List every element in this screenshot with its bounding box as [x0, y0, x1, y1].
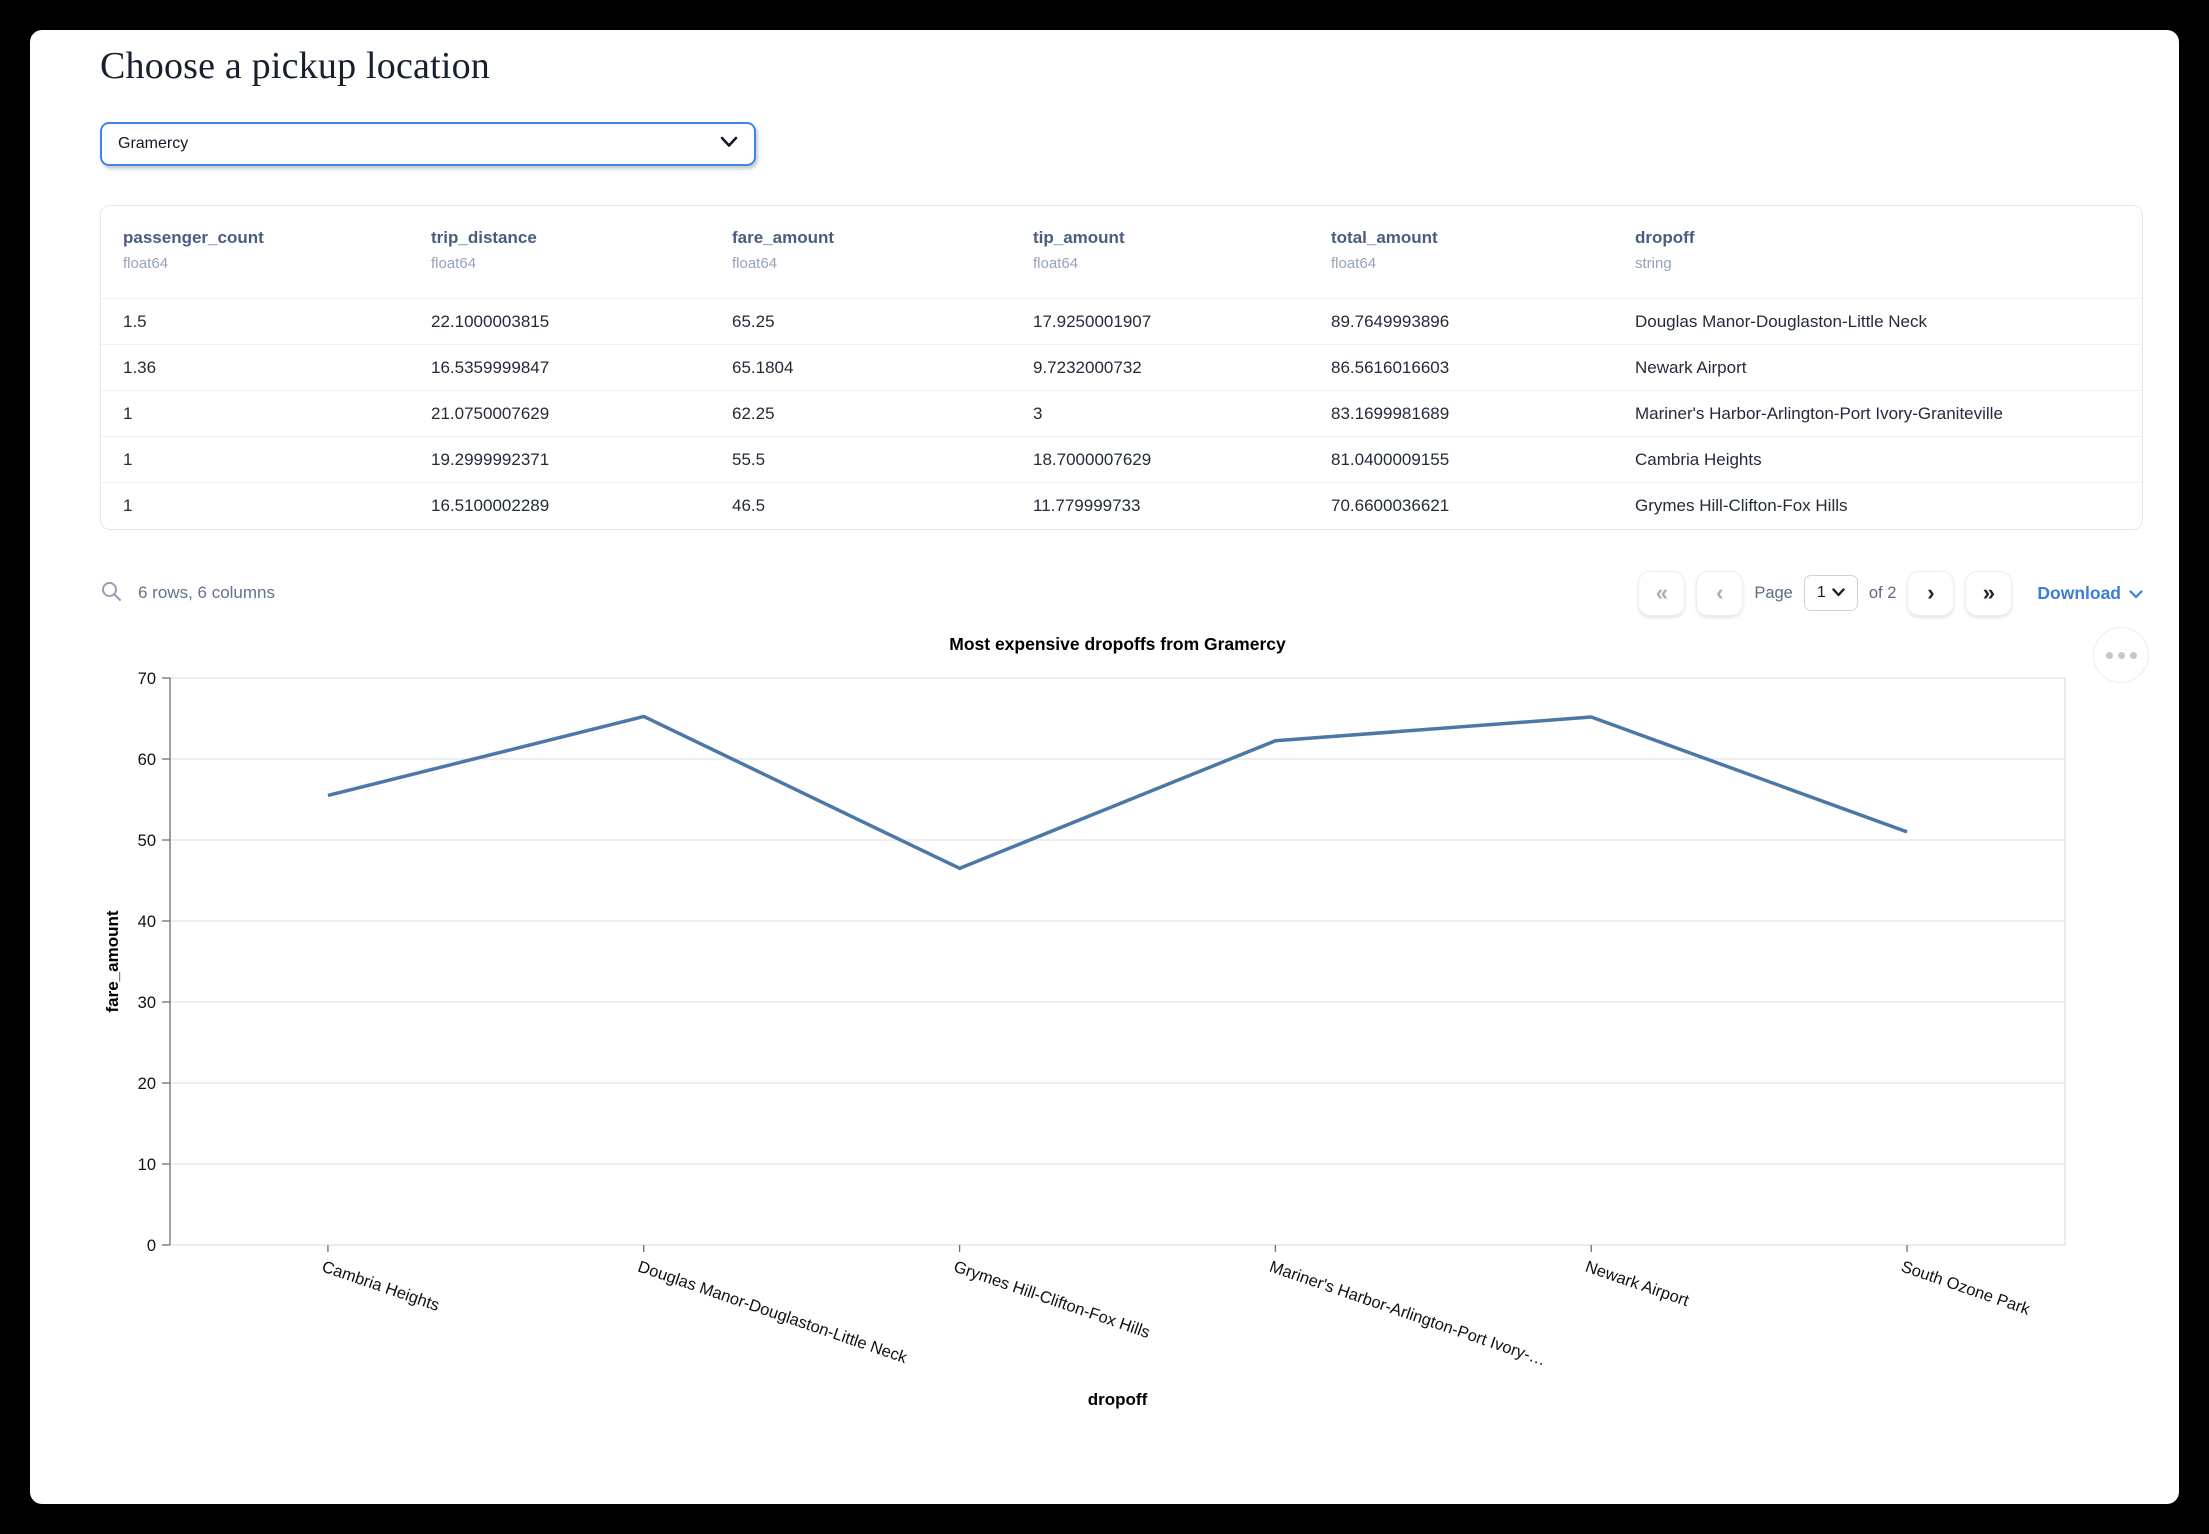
svg-text:Cambria Heights: Cambria Heights — [320, 1258, 442, 1315]
table-row[interactable]: 1 21.0750007629 62.25 3 83.1699981689 Mariner… — [101, 390, 2142, 437]
column-header-tip_amount[interactable]: tip_amount float64 — [1033, 228, 1125, 272]
table-cell: 16.5100002289 — [409, 482, 710, 529]
table-header-row: passenger_count float64 trip_distance float… — [101, 206, 2142, 299]
table-cell: Douglas Manor-Douglaston-Little Neck — [1613, 298, 2142, 345]
svg-text:20: 20 — [138, 1075, 156, 1093]
chevron-down-icon — [720, 135, 738, 153]
svg-text:60: 60 — [138, 751, 156, 769]
table-cell: 1.5 — [101, 298, 409, 345]
page-of-label: of 2 — [1868, 583, 1897, 602]
table-cell: Cambria Heights — [1613, 436, 2142, 483]
table-cell: Newark Airport — [1613, 344, 2142, 391]
page-label: Page — [1754, 583, 1793, 602]
fare-line-chart: 0 10 20 30 40 50 60 70 Cambria Heights Douglas Ma… — [103, 670, 2066, 1409]
table-cell: 62.25 — [710, 390, 1011, 437]
data-table: passenger_count float64 trip_distance float… — [100, 205, 2143, 530]
last-page-button[interactable]: » — [1965, 570, 2013, 616]
table-cell: 1 — [101, 390, 409, 437]
svg-text:30: 30 — [138, 994, 156, 1012]
notebook-canvas: Choose a pickup location Gramercy passen… — [30, 30, 2179, 1504]
table-row[interactable]: 1.36 16.5359999847 65.1804 9.7232000732 86.5… — [101, 344, 2142, 391]
column-header-trip_distance[interactable]: trip_distance float64 — [431, 228, 537, 272]
table-cell: 16.5359999847 — [409, 344, 710, 391]
svg-text:40: 40 — [138, 913, 156, 931]
column-header-passenger_count[interactable]: passenger_count float64 — [123, 228, 264, 272]
page-number-select[interactable]: 1 — [1803, 575, 1858, 611]
table-cell: 89.7649993896 — [1309, 298, 1613, 345]
table-cell: 1 — [101, 436, 409, 483]
chart-options-button[interactable] — [2093, 627, 2149, 683]
svg-text:dropoff: dropoff — [1088, 1390, 1148, 1409]
svg-text:10: 10 — [138, 1156, 156, 1174]
svg-text:50: 50 — [138, 832, 156, 850]
table-cell: 65.1804 — [710, 344, 1011, 391]
table-cell: 22.1000003815 — [409, 298, 710, 345]
svg-text:70: 70 — [138, 670, 156, 688]
first-page-button[interactable]: « — [1638, 570, 1686, 616]
table-cell: 70.6600036621 — [1309, 482, 1613, 529]
table-cell: 55.5 — [710, 436, 1011, 483]
table-cell: 17.9250001907 — [1011, 298, 1309, 345]
pickup-location-select[interactable]: Gramercy — [100, 122, 756, 166]
svg-text:Grymes Hill-Clifton-Fox Hills: Grymes Hill-Clifton-Fox Hills — [951, 1258, 1152, 1342]
table-footer: 6 rows, 6 columns « ‹ Page 1 of 2 › » Do… — [100, 570, 2143, 616]
table-cell: 65.25 — [710, 298, 1011, 345]
download-button[interactable]: Download — [2037, 583, 2143, 604]
table-cell: 11.779999733 — [1011, 482, 1309, 529]
pickup-location-value: Gramercy — [118, 135, 189, 152]
svg-text:0: 0 — [147, 1237, 156, 1255]
svg-text:South Ozone Park: South Ozone Park — [1899, 1258, 2033, 1319]
chevron-down-icon — [2129, 583, 2143, 604]
svg-text:Douglas Manor-Douglaston-Littl: Douglas Manor-Douglaston-Little Neck — [635, 1258, 910, 1368]
search-icon[interactable] — [100, 580, 122, 607]
table-row[interactable]: 1.5 22.1000003815 65.25 17.9250001907 89.764… — [101, 298, 2142, 345]
page-number-value: 1 — [1816, 584, 1826, 601]
table-cell: 81.0400009155 — [1309, 436, 1613, 483]
svg-text:Mariner's Harbor-Arlington-Por: Mariner's Harbor-Arlington-Port Ivory-… — [1267, 1258, 1548, 1370]
table-cell: 46.5 — [710, 482, 1011, 529]
chevron-down-icon — [1832, 584, 1845, 602]
table-cell: 1 — [101, 482, 409, 529]
table-cell: 18.7000007629 — [1011, 436, 1309, 483]
column-header-dropoff[interactable]: dropoff string — [1635, 228, 1695, 272]
svg-text:fare_amount: fare_amount — [103, 910, 122, 1012]
table-body: 1.5 22.1000003815 65.25 17.9250001907 89.764… — [101, 298, 2142, 529]
column-header-total_amount[interactable]: total_amount float64 — [1331, 228, 1438, 272]
table-cell: 9.7232000732 — [1011, 344, 1309, 391]
table-cell: Grymes Hill-Clifton-Fox Hills — [1613, 482, 2142, 529]
table-row[interactable]: 1 19.2999992371 55.5 18.7000007629 81.040000… — [101, 436, 2142, 483]
table-cell: 1.36 — [101, 344, 409, 391]
next-page-button[interactable]: › — [1907, 570, 1955, 616]
download-label: Download — [2037, 582, 2121, 603]
table-cell: 3 — [1011, 390, 1309, 437]
table-cell: 86.5616016603 — [1309, 344, 1613, 391]
column-header-fare_amount[interactable]: fare_amount float64 — [732, 228, 835, 272]
row-count-summary: 6 rows, 6 columns — [138, 583, 275, 602]
table-cell: 83.1699981689 — [1309, 390, 1613, 437]
page-title: Choose a pickup location — [100, 45, 490, 87]
svg-text:Newark Airport: Newark Airport — [1583, 1258, 1692, 1310]
chart-title: Most expensive dropoffs from Gramercy — [949, 634, 1286, 654]
prev-page-button[interactable]: ‹ — [1696, 570, 1744, 616]
table-cell: Mariner's Harbor-Arlington-Port Ivory-Gr… — [1613, 390, 2142, 437]
table-row[interactable]: 1 16.5100002289 46.5 11.779999733 70.6600036… — [101, 482, 2142, 529]
table-cell: 19.2999992371 — [409, 436, 710, 483]
ellipsis-icon — [2105, 651, 2113, 659]
table-cell: 21.0750007629 — [409, 390, 710, 437]
